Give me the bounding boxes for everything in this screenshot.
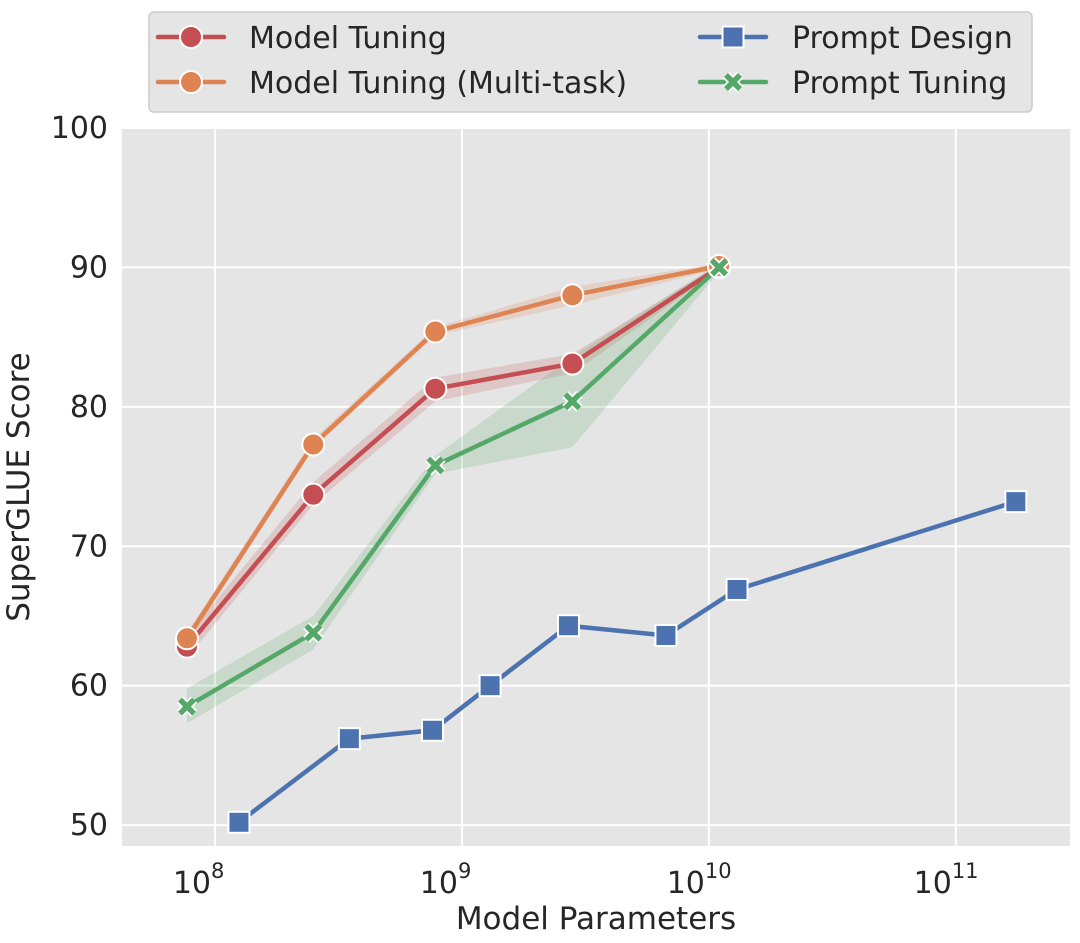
plot-area bbox=[122, 128, 1070, 846]
marker-cross bbox=[724, 73, 742, 91]
marker-cross bbox=[426, 456, 445, 475]
band-model-tuning bbox=[187, 264, 720, 658]
legend-item-prompt-tuning: Prompt Tuning bbox=[697, 66, 1007, 101]
legend-item-model-tuning-multi-task: Model Tuning (Multi-task) bbox=[155, 66, 627, 101]
point-model-tuning-multi-task bbox=[175, 626, 200, 651]
x-axis-label: Model Parameters bbox=[456, 901, 736, 937]
legend-item-prompt-design: Prompt Design bbox=[697, 21, 1013, 56]
y-tick-label: 100 bbox=[51, 111, 108, 146]
point-model-tuning-multi-task bbox=[301, 432, 326, 457]
series-markers bbox=[175, 254, 1028, 834]
x-tick-base: 10 bbox=[420, 866, 458, 901]
legend-marker bbox=[722, 71, 744, 93]
legend-label: Prompt Tuning bbox=[792, 66, 1007, 101]
y-axis-label: SuperGLUE Score bbox=[1, 352, 37, 622]
marker-cross bbox=[710, 258, 729, 277]
point-model-tuning bbox=[301, 482, 326, 507]
point-model-tuning-multi-task bbox=[423, 319, 448, 344]
point-prompt-tuning bbox=[562, 391, 583, 412]
point-prompt-tuning bbox=[425, 455, 446, 476]
x-tick-label: 10 11 bbox=[914, 859, 979, 901]
point-model-tuning bbox=[423, 376, 448, 401]
line-prompt-design bbox=[236, 499, 1019, 825]
x-tick-base: 10 bbox=[173, 866, 211, 901]
x-tick-label: 10 10 bbox=[667, 859, 732, 901]
point-prompt-design bbox=[654, 623, 678, 647]
x-tick-exponent: 8 bbox=[211, 859, 224, 883]
legend-item-model-tuning: Model Tuning bbox=[155, 21, 447, 56]
legend-label: Prompt Design bbox=[792, 21, 1013, 56]
point-prompt-design bbox=[478, 674, 502, 698]
confidence-bands bbox=[187, 263, 720, 724]
x-tick-exponent: 11 bbox=[952, 859, 979, 883]
point-prompt-design bbox=[556, 614, 580, 638]
marker-cross bbox=[563, 392, 582, 411]
point-prompt-design bbox=[725, 577, 749, 601]
point-prompt-tuning bbox=[708, 257, 730, 278]
legend: Model Tuning Model Tuning (Multi-task) Pro… bbox=[148, 11, 1033, 113]
band-prompt-tuning bbox=[187, 263, 720, 724]
legend-marker bbox=[721, 25, 745, 49]
legend-marker bbox=[179, 70, 203, 94]
legend-marker bbox=[179, 25, 203, 49]
point-prompt-design bbox=[1004, 490, 1028, 514]
y-axis-ticks: 50 60 70 80 90 100 bbox=[51, 111, 108, 843]
x-tick-base: 10 bbox=[914, 866, 952, 901]
x-tick-base: 10 bbox=[667, 866, 705, 901]
marker-cross bbox=[304, 623, 323, 642]
y-tick-label: 50 bbox=[70, 808, 108, 843]
x-tick-label: 10 9 bbox=[420, 859, 472, 901]
legend-box bbox=[148, 11, 1033, 113]
legend-label: Model Tuning bbox=[249, 21, 447, 56]
point-prompt-design bbox=[421, 718, 445, 742]
x-tick-exponent: 9 bbox=[458, 859, 471, 883]
y-tick-label: 70 bbox=[70, 529, 108, 564]
y-tick-label: 80 bbox=[70, 390, 108, 425]
x-axis-ticks: 10 8 10 9 10 10 10 11 bbox=[173, 859, 979, 901]
grid bbox=[122, 127, 1070, 846]
legend-label: Model Tuning (Multi-task) bbox=[249, 66, 627, 101]
point-prompt-design bbox=[337, 727, 361, 751]
point-prompt-tuning bbox=[303, 622, 324, 643]
point-model-tuning-multi-task bbox=[560, 283, 585, 308]
x-tick-label: 10 8 bbox=[173, 859, 225, 901]
point-model-tuning bbox=[560, 351, 585, 376]
marker-cross bbox=[178, 697, 196, 716]
point-prompt-design bbox=[227, 810, 251, 834]
x-tick-exponent: 10 bbox=[705, 859, 732, 883]
y-tick-label: 90 bbox=[70, 250, 108, 285]
point-prompt-tuning bbox=[176, 696, 198, 717]
y-tick-label: 60 bbox=[70, 669, 108, 704]
